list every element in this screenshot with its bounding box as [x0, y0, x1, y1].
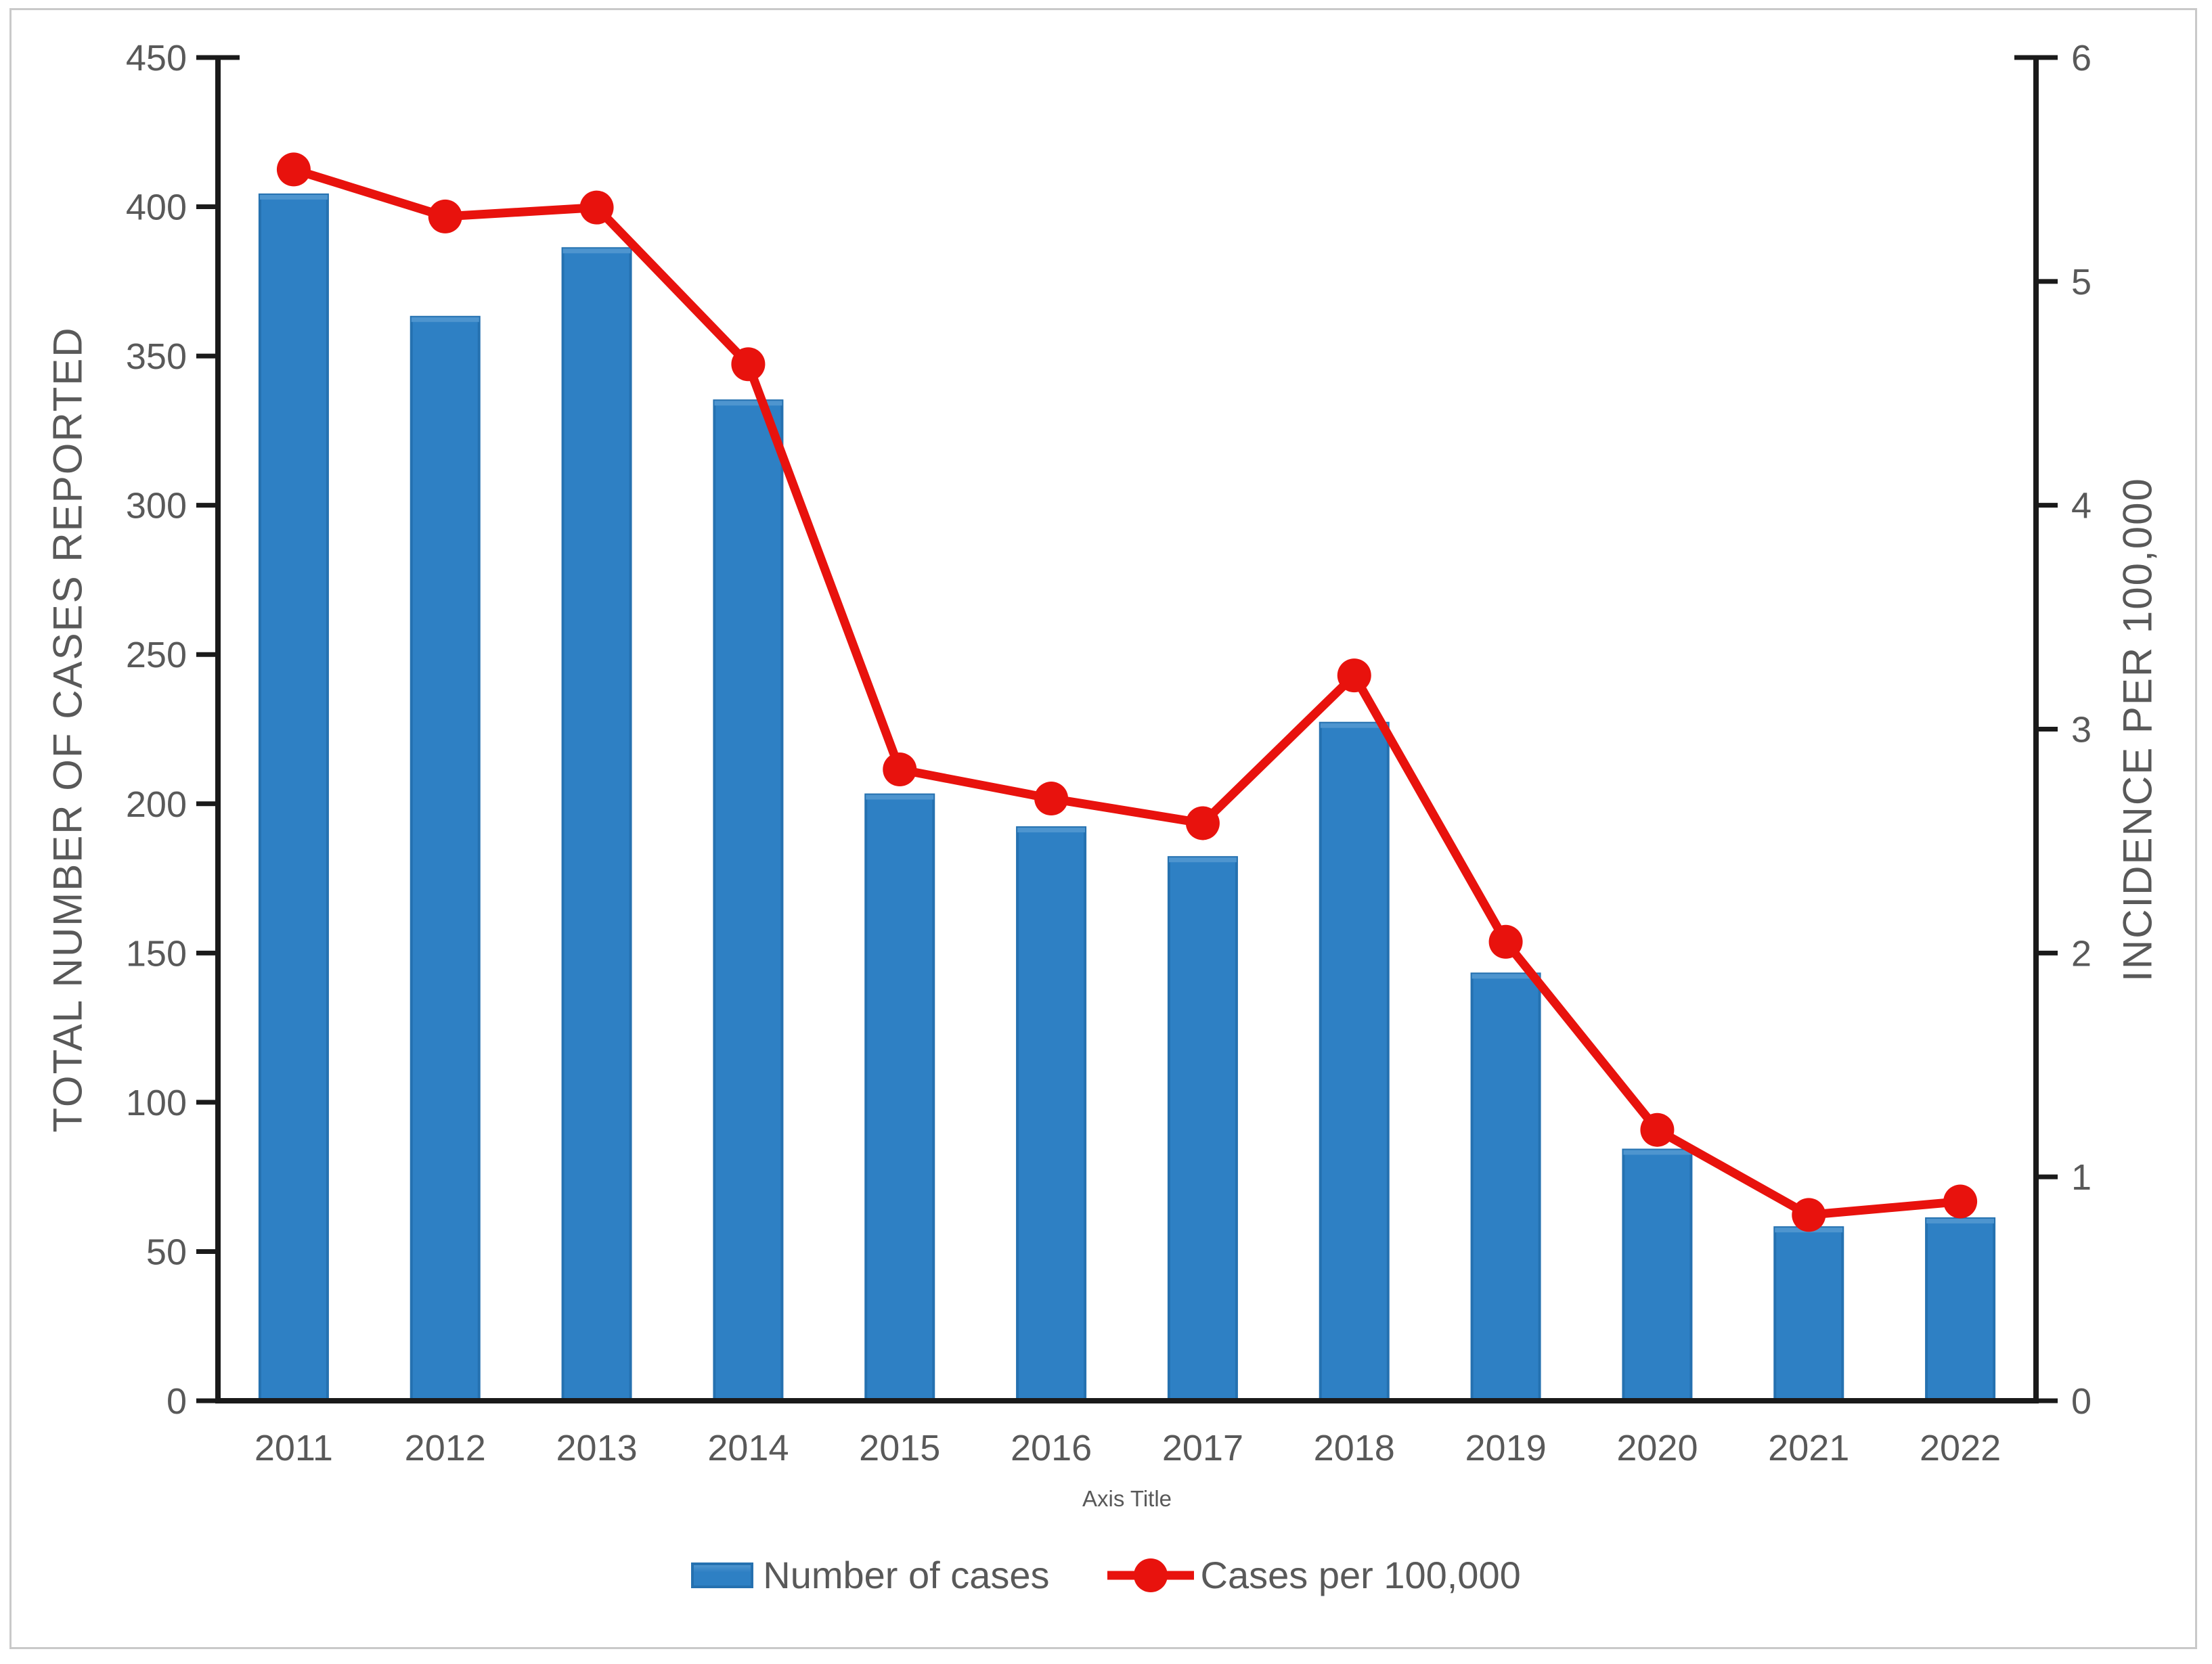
line-marker-2013: [579, 190, 614, 225]
legend-label-cases-per-100000: Cases per 100,000: [1200, 1554, 1521, 1596]
line-marker-2020: [1640, 1112, 1675, 1147]
right-tick-label-0: 0: [2071, 1381, 2092, 1422]
bar-2019: [1470, 972, 1541, 1402]
line-swatch-dot-icon: [1133, 1558, 1168, 1592]
bar-top-edge: [562, 248, 631, 254]
bar-series-swatch: [691, 1562, 754, 1588]
left-tick-label-100: 100: [126, 1083, 187, 1123]
bar-2012: [410, 315, 481, 1402]
bar-2013: [561, 247, 632, 1402]
bar-top-edge: [1320, 723, 1388, 728]
left-tick-label-150: 150: [126, 933, 187, 974]
line-marker-2018: [1337, 658, 1371, 693]
x-tick-label-2016: 2016: [1011, 1428, 1092, 1468]
bar-2018: [1319, 721, 1390, 1402]
bar-top-edge: [1623, 1150, 1691, 1155]
bar-2022: [1925, 1217, 1996, 1403]
left-tick-label-300: 300: [126, 486, 187, 526]
x-tick-label-2018: 2018: [1314, 1428, 1395, 1468]
bar-top-edge: [1017, 828, 1086, 833]
bar-2014: [713, 399, 784, 1402]
x-tick-label-2020: 2020: [1616, 1428, 1698, 1468]
bar-2021: [1773, 1226, 1844, 1402]
bar-top-edge: [866, 794, 934, 800]
line-marker-2016: [1034, 782, 1069, 816]
x-tick-label-2012: 2012: [405, 1428, 486, 1468]
left-axis-title: TOTAL NUMBER OF CASES REPORTED: [45, 326, 91, 1133]
right-tick-label-4: 4: [2071, 486, 2092, 526]
left-tick-label-250: 250: [126, 635, 187, 675]
right-axis-title: INCIDENCE PER 100,000: [2115, 477, 2161, 982]
right-tick-label-2: 2: [2071, 933, 2092, 974]
left-tick-label-350: 350: [126, 336, 187, 377]
bar-2020: [1622, 1148, 1693, 1402]
bar-2011: [258, 193, 329, 1402]
x-tick-label-2013: 2013: [556, 1428, 638, 1468]
line-marker-2021: [1792, 1198, 1826, 1232]
x-axis-title: Axis Title: [1082, 1486, 1172, 1511]
bar-top-edge: [1168, 857, 1237, 863]
bar-top-edge: [1472, 974, 1540, 979]
line-marker-2017: [1185, 806, 1220, 840]
x-tick-label-2022: 2022: [1920, 1428, 2001, 1468]
right-tick-label-1: 1: [2071, 1157, 2092, 1198]
bar-top-edge: [1926, 1218, 1995, 1223]
bar-top-edge: [411, 317, 479, 322]
line-marker-2014: [731, 347, 766, 382]
x-tick-label-2014: 2014: [707, 1428, 789, 1468]
x-tick-label-2019: 2019: [1465, 1428, 1547, 1468]
line-marker-2012: [428, 199, 462, 233]
right-tick-label-6: 6: [2071, 38, 2092, 78]
left-tick-label-0: 0: [167, 1381, 187, 1422]
x-tick-label-2021: 2021: [1768, 1428, 1849, 1468]
left-tick-label-50: 50: [146, 1232, 187, 1272]
line-marker-2015: [883, 752, 917, 787]
bar-top-edge: [714, 401, 782, 406]
right-tick-label-5: 5: [2071, 262, 2092, 302]
line-series-swatch: [1107, 1558, 1194, 1592]
left-tick-label-200: 200: [126, 784, 187, 825]
bar-top-edge: [259, 194, 328, 200]
legend-label-number-of-cases: Number of cases: [763, 1554, 1050, 1596]
line-series-path: [292, 165, 1961, 1219]
left-tick-label-400: 400: [126, 187, 187, 228]
line-marker-2022: [1943, 1184, 1978, 1219]
left-tick-label-450: 450: [126, 38, 187, 78]
legend-item-cases-per-100000: Cases per 100,000: [1107, 1553, 1521, 1597]
line-marker-2019: [1488, 924, 1523, 959]
bar-2017: [1167, 856, 1238, 1402]
bar-2015: [864, 793, 935, 1402]
legend-item-number-of-cases: Number of cases: [691, 1553, 1050, 1597]
right-tick-label-3: 3: [2071, 710, 2092, 750]
line-marker-2011: [276, 152, 311, 187]
legend: Number of cases Cases per 100,000: [0, 1553, 2212, 1597]
x-tick-label-2015: 2015: [859, 1428, 940, 1468]
bar-2016: [1016, 826, 1087, 1402]
x-tick-label-2011: 2011: [255, 1428, 333, 1468]
x-tick-label-2017: 2017: [1162, 1428, 1243, 1468]
